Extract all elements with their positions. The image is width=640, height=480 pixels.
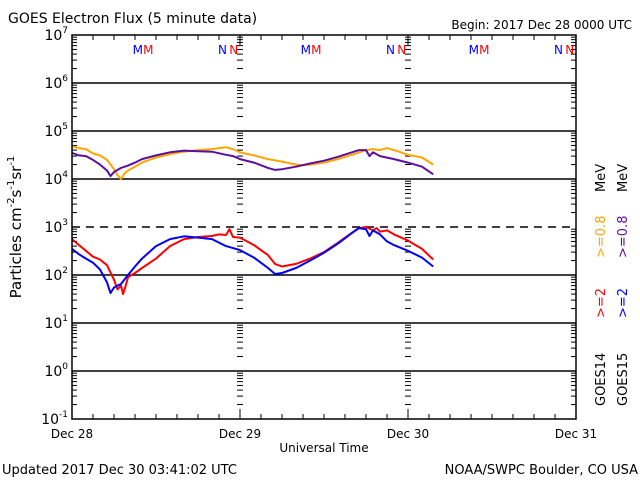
plot-frame <box>71 34 577 420</box>
y-tick-label-exponent: 0 <box>62 362 68 372</box>
series-goes14-2-mev <box>71 226 434 296</box>
event-marker: M <box>301 43 311 57</box>
grid-lines <box>72 82 576 372</box>
legend-goes15-ge2: >=2 <box>616 288 631 318</box>
legend-goes14-ge08: >=0.8 <box>594 216 609 258</box>
event-marker: N <box>554 43 563 57</box>
y-tick-label: 100 <box>44 362 68 380</box>
y-tick-label-base: 10 <box>44 124 62 140</box>
legend: GOES14 GOES15 >=2 >=2 >=0.8 >=0.8 MeV Me… <box>594 164 631 406</box>
chart-title: GOES Electron Flux (5 minute data) <box>8 11 257 27</box>
y-tick-label-exponent: 5 <box>62 122 68 132</box>
series-goes15-0-8-mev <box>71 149 434 178</box>
y-tick-label-base: 10 <box>44 268 62 284</box>
y-tick-label-exponent: 4 <box>62 170 68 180</box>
event-marker: M <box>311 43 321 57</box>
legend-goes14-ge2: >=2 <box>594 288 609 318</box>
y-tick-label-base: 10 <box>44 172 62 188</box>
y-tick-label: 106 <box>44 74 68 92</box>
y-tick-label-base: 10 <box>44 76 62 92</box>
y-tick-label: 107 <box>44 26 68 44</box>
x-tick-labels: Dec 28 Dec 29 Dec 30 Dec 31 <box>51 427 597 441</box>
updated-timestamp: Updated 2017 Dec 30 03:41:02 UTC <box>2 463 237 478</box>
y-axis-label-s: s <box>7 189 25 197</box>
x-tick-label: Dec 30 <box>387 427 429 441</box>
y-tick-label-exponent: 1 <box>62 314 68 324</box>
legend-goes15-unit: MeV <box>616 164 631 192</box>
event-marker: N <box>218 43 227 57</box>
y-axis-label-exp3: -1 <box>6 156 17 166</box>
y-tick-label: 10-1 <box>41 410 68 428</box>
axis-ticks <box>71 35 577 419</box>
legend-goes15-label: GOES15 <box>616 353 631 406</box>
y-axis-label-exp1: -2 <box>6 197 17 207</box>
y-tick-label-exponent: 2 <box>62 266 68 276</box>
y-tick-label-base: 10 <box>44 28 62 44</box>
legend-goes15-ge08: >=0.8 <box>616 216 631 258</box>
y-axis-label-exp2: -1 <box>6 180 17 190</box>
data-series <box>71 145 434 296</box>
event-marker: M <box>479 43 489 57</box>
event-marker: M <box>469 43 479 57</box>
event-marker: N <box>229 43 238 57</box>
y-tick-label: 102 <box>44 266 68 284</box>
y-tick-label: 103 <box>44 218 68 236</box>
data-source: NOAA/SWPC Boulder, CO USA <box>445 463 638 478</box>
y-axis-label-base: Particles cm <box>7 207 25 298</box>
y-axis-label: Particles cm-2s-1sr-1 <box>6 156 25 299</box>
event-marker: N <box>565 43 574 57</box>
y-tick-label-exponent: 6 <box>62 74 68 84</box>
event-marker: M <box>143 43 153 57</box>
x-tick-label: Dec 28 <box>51 427 93 441</box>
y-tick-label-exponent: 7 <box>62 26 68 36</box>
y-tick-label-base: 10 <box>44 364 62 380</box>
y-tick-label-base: 10 <box>41 412 59 428</box>
x-tick-label: Dec 31 <box>555 427 597 441</box>
y-tick-label: 104 <box>44 170 68 188</box>
legend-goes14-label: GOES14 <box>594 353 609 406</box>
begin-label: Begin: 2017 Dec 28 0000 UTC <box>451 18 632 32</box>
y-axis-label-sr: sr <box>7 165 25 180</box>
y-tick-label-base: 10 <box>44 316 62 332</box>
legend-goes14-unit: MeV <box>594 164 609 192</box>
event-marker: N <box>386 43 395 57</box>
y-tick-label-exponent: -1 <box>59 410 68 420</box>
series-goes14-0-8-mev <box>71 145 434 180</box>
event-marker: N <box>397 43 406 57</box>
y-tick-label-exponent: 3 <box>62 218 68 228</box>
y-tick-label: 101 <box>44 314 68 332</box>
x-axis-label: Universal Time <box>279 441 368 455</box>
event-marker: M <box>133 43 143 57</box>
y-tick-label: 105 <box>44 122 68 140</box>
y-tick-label-base: 10 <box>44 220 62 236</box>
x-tick-label: Dec 29 <box>219 427 261 441</box>
series-goes15-2-mev <box>71 227 434 295</box>
